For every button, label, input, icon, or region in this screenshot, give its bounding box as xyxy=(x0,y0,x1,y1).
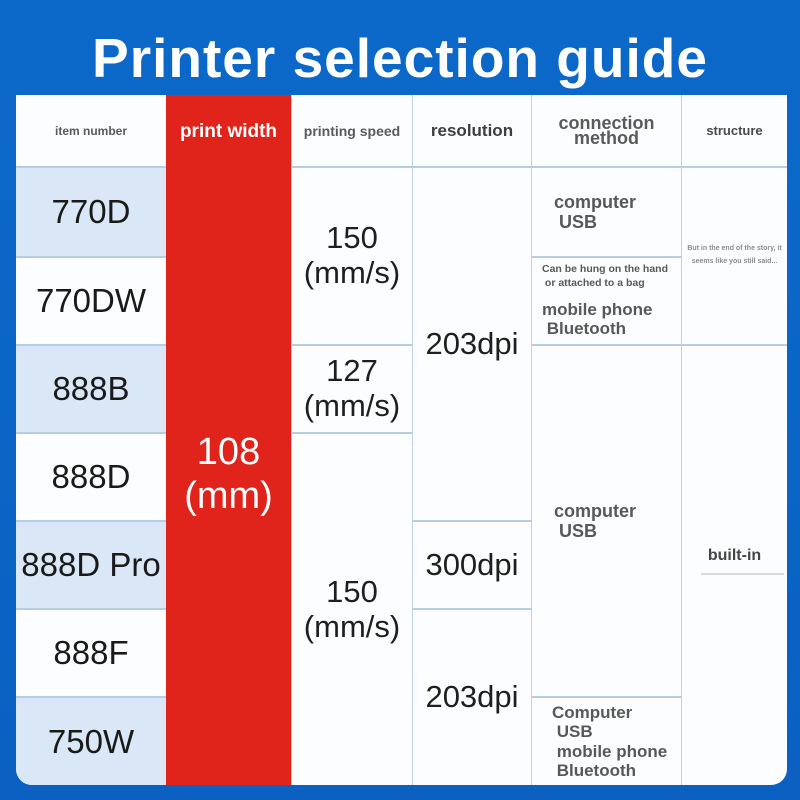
structure-divider-line xyxy=(701,573,784,575)
speed-cell-127: 127 (mm/s) xyxy=(292,344,412,432)
item-cell-888f: 888F xyxy=(16,608,166,696)
connection-bluetooth-value: mobile phone Bluetooth xyxy=(542,299,653,339)
header-print-width: print width xyxy=(179,120,278,142)
connection-cell-750w: Computer USB mobile phone Bluetooth xyxy=(532,696,681,785)
column-item-number: item number 770D 770DW 888B 888D 888D Pr… xyxy=(16,95,166,785)
item-cell-888d: 888D xyxy=(16,432,166,520)
item-cell-770dw: 770DW xyxy=(16,256,166,344)
page-title: Printer selection guide xyxy=(92,27,708,89)
header-item-number: item number xyxy=(16,95,166,168)
resolution-cell-300: 300dpi xyxy=(413,520,531,608)
column-print-width: print width 108 (mm) xyxy=(166,95,291,785)
connection-cell-770d: computer USB xyxy=(554,191,637,232)
item-cell-770d: 770D xyxy=(16,168,166,256)
connection-cell-770dw: Can be hung on the hand or attached to a… xyxy=(532,256,681,344)
print-width-value: 108 (mm) xyxy=(184,431,273,517)
resolution-cell-203-top: 203dpi xyxy=(425,325,519,361)
column-connection-method: connection method computer USB Can be hu… xyxy=(531,95,681,785)
column-structure: structure But in the end of the story, i… xyxy=(681,95,787,785)
header-structure: structure xyxy=(682,95,787,168)
header-printing-speed: printing speed xyxy=(292,95,412,168)
structure-builtin-cell: built-in xyxy=(682,344,787,785)
connection-cell-middle: computer USB xyxy=(532,344,681,696)
spec-table: item number 770D 770DW 888B 888D 888D Pr… xyxy=(16,95,787,785)
column-resolution: resolution 203dpi 300dpi 203dpi xyxy=(412,95,531,785)
header-resolution: resolution xyxy=(413,95,531,168)
speed-cell-150-bottom: 150 (mm/s) xyxy=(292,432,412,785)
structure-note-cell: But in the end of the story, it seems li… xyxy=(687,245,782,265)
connection-hang-note: Can be hung on the hand or attached to a… xyxy=(542,263,668,289)
header-connection-method: connection method xyxy=(532,95,681,168)
item-cell-750w: 750W xyxy=(16,696,166,785)
speed-cell-150-top: 150 (mm/s) xyxy=(303,220,401,290)
item-cell-888b: 888B xyxy=(16,344,166,432)
resolution-cell-203-bottom: 203dpi xyxy=(413,608,531,785)
column-printing-speed: printing speed 150 (mm/s) 127 (mm/s) 150… xyxy=(291,95,412,785)
item-cell-888d-pro: 888D Pro xyxy=(16,520,166,608)
